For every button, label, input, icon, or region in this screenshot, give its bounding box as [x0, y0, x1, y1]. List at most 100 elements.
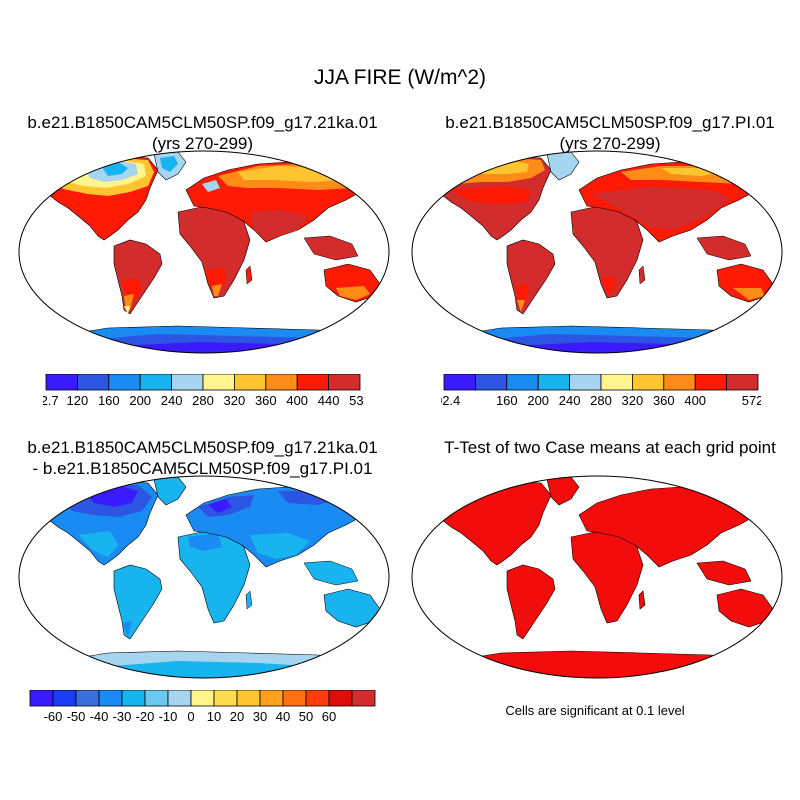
map-frame — [18, 475, 390, 679]
maritime-continent — [696, 560, 752, 586]
colorbar-swatch — [202, 374, 235, 391]
colorbar-swatch — [108, 374, 141, 391]
colorbar-swatch — [506, 374, 539, 391]
panel-3-title-line1: b.e21.B1850CAM5CLM50SP.f09_g17.21ka.01 — [27, 438, 378, 457]
colorbar-swatch — [29, 690, 54, 707]
colorbar-swatch — [171, 374, 204, 391]
panel-3-title: b.e21.B1850CAM5CLM50SP.f09_g17.21ka.01 -… — [0, 437, 405, 479]
colorbar-tick-label: 52.7 — [43, 393, 59, 408]
colorbar-tick-label: -30 — [113, 709, 132, 724]
colorbar-swatch — [726, 374, 759, 391]
maritime-continent — [303, 235, 359, 261]
colorbar-tick-label: 160 — [496, 393, 518, 408]
colorbar-tick-label: 360 — [255, 393, 277, 408]
colorbar-tick-label: 50 — [299, 709, 313, 724]
map-pi — [411, 150, 783, 354]
maritime-continent — [303, 560, 359, 586]
eurasia — [578, 486, 764, 568]
colorbar-swatch — [475, 374, 508, 391]
colorbar-swatch — [139, 374, 172, 391]
colorbar-tick-label: 40 — [276, 709, 290, 724]
maritime-continent — [696, 235, 752, 261]
colorbar-tick-label: 160 — [98, 393, 120, 408]
map-significance — [411, 475, 783, 679]
map-difference — [18, 475, 390, 679]
colorbar-swatch — [282, 690, 307, 707]
colorbar-swatch — [296, 374, 329, 391]
colorbar-swatch — [305, 690, 330, 707]
colorbar-tick-label: 440 — [318, 393, 340, 408]
colorbar-tick-label: 0 — [187, 709, 194, 724]
colorbar-swatch — [213, 690, 238, 707]
colorbar-difference: -60 -50 -40 -30 -20 -10 0 10 20 30 40 50 60 — [29, 690, 376, 724]
colorbar-tick-label: -40 — [90, 709, 109, 724]
colorbar-swatch — [236, 690, 261, 707]
colorbar-tick-label: 320 — [224, 393, 246, 408]
map-frame — [411, 475, 783, 679]
antarctica — [412, 650, 782, 678]
panel-1-title-line2: (yrs 270-299) — [151, 134, 254, 153]
colorbar-21ka: 52.7 120 160 200 240 280 320 360 400 440 534 — [43, 374, 363, 408]
map-frame — [18, 150, 390, 354]
colorbar-pi: 102.4 160 200 240 280 320 360 400 572.7 — [441, 374, 761, 408]
colorbar-swatch — [663, 374, 696, 391]
colorbar-tick-label: 200 — [527, 393, 549, 408]
colorbar-swatch — [443, 374, 476, 391]
figure-title: JJA FIRE (W/m^2) — [313, 66, 487, 89]
south-america — [113, 564, 163, 640]
colorbar-tick-label: 30 — [253, 709, 267, 724]
panel-3-title-line2: - b.e21.B1850CAM5CLM50SP.f09_g17.PI.01 — [32, 459, 373, 478]
colorbar-swatch — [351, 690, 376, 707]
colorbar-swatch — [167, 690, 192, 707]
colorbar-swatch — [52, 690, 77, 707]
panel-1-title: b.e21.B1850CAM5CLM50SP.f09_g17.21ka.01 (… — [0, 112, 405, 154]
map-21ka — [18, 150, 390, 354]
colorbar-swatch — [144, 690, 169, 707]
colorbar-swatch — [537, 374, 570, 391]
colorbar-tick-label: -50 — [67, 709, 86, 724]
colorbar-tick-label: 400 — [286, 393, 308, 408]
map-frame — [411, 150, 783, 354]
colorbar-swatch — [259, 690, 284, 707]
colorbar-swatch — [265, 374, 298, 391]
colorbar-tick-label: 60 — [322, 709, 336, 724]
colorbar-tick-label: 20 — [230, 709, 244, 724]
panel-2-title-line2: (yrs 270-299) — [559, 134, 661, 153]
colorbar-tick-label: 102.4 — [441, 393, 460, 408]
colorbar-tick-label: 360 — [653, 393, 675, 408]
colorbar-swatch — [694, 374, 727, 391]
colorbar-swatch — [569, 374, 602, 391]
south-america — [506, 564, 556, 640]
colorbar-tick-label: 200 — [129, 393, 151, 408]
colorbar-swatch — [631, 374, 665, 391]
panel-2-title: b.e21.B1850CAM5CLM50SP.f09_g17.PI.01 (yr… — [400, 112, 800, 154]
colorbar-tick-label: -20 — [136, 709, 155, 724]
colorbar-tick-label: -10 — [159, 709, 178, 724]
panel-2-title-line1: b.e21.B1850CAM5CLM50SP.f09_g17.PI.01 — [445, 113, 775, 132]
colorbar-tick-label: 534 — [349, 393, 363, 408]
colorbar-tick-label: 240 — [559, 393, 581, 408]
colorbar-swatch — [121, 690, 146, 707]
panel-4-title: T-Test of two Case means at each grid po… — [400, 437, 800, 458]
colorbar-swatch — [328, 374, 361, 391]
colorbar-tick-label: 400 — [684, 393, 706, 408]
colorbar-swatch — [77, 374, 110, 391]
colorbar-tick-label: 10 — [207, 709, 221, 724]
significance-note: Cells are significant at 0.1 level — [505, 703, 685, 718]
panel-4-title-line1: T-Test of two Case means at each grid po… — [444, 438, 776, 457]
colorbar-tick-label: -60 — [44, 709, 63, 724]
colorbar-tick-label: 280 — [192, 393, 214, 408]
colorbar-tick-label: 240 — [161, 393, 183, 408]
colorbar-tick-label: 120 — [67, 393, 89, 408]
colorbar-swatch — [600, 374, 633, 391]
colorbar-swatch — [98, 690, 123, 707]
colorbar-swatch — [190, 690, 215, 707]
colorbar-swatch — [75, 690, 100, 707]
colorbar-tick-label: 572.7 — [742, 393, 761, 408]
colorbar-swatch — [328, 690, 353, 707]
colorbar-swatch — [45, 374, 78, 391]
panel-1-title-line1: b.e21.B1850CAM5CLM50SP.f09_g17.21ka.01 — [27, 113, 378, 132]
colorbar-tick-label: 280 — [590, 393, 612, 408]
colorbar-tick-label: 320 — [622, 393, 644, 408]
colorbar-swatch — [233, 374, 267, 391]
